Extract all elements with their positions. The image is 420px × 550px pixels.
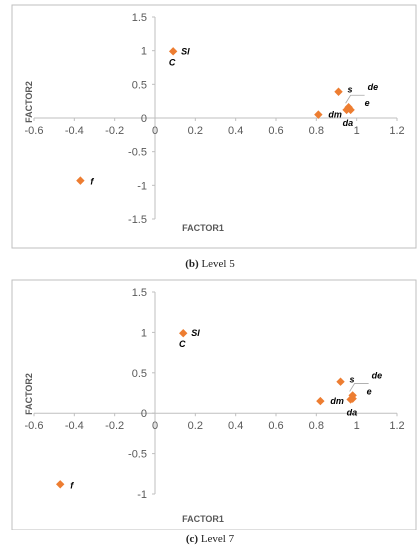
data-point-f bbox=[56, 480, 65, 489]
data-label-sl: Sl bbox=[191, 328, 200, 338]
data-label-de: de bbox=[368, 82, 379, 92]
x-tick-label: 0.2 bbox=[188, 420, 203, 432]
data-label-dm: dm bbox=[330, 396, 344, 406]
x-tick-label: -0.6 bbox=[25, 125, 44, 137]
y-tick-label: 1 bbox=[141, 327, 147, 339]
y-tick-label: -0.5 bbox=[128, 449, 147, 461]
x-tick-label: 1.2 bbox=[389, 125, 404, 137]
y-tick-label: -1 bbox=[137, 489, 147, 501]
x-tick-label: 0.4 bbox=[228, 125, 243, 137]
data-point-dm bbox=[314, 110, 323, 119]
y-tick-label: 0 bbox=[141, 113, 147, 125]
data-label-da: da bbox=[343, 118, 354, 128]
scatter-chart-level7: -0.6 -0.4 -0.2 0 0.2 0.4 0.6 0.8 1 1.2 1.5 1 0.5 0 -0.… bbox=[11, 279, 417, 530]
y-axis-title: FACTOR2 bbox=[24, 373, 34, 415]
data-label-de: de bbox=[372, 370, 383, 380]
data-label-e: e bbox=[365, 98, 370, 108]
data-point-sl bbox=[168, 47, 178, 56]
x-tick-label: 1.2 bbox=[389, 420, 404, 432]
y-tick-label: 1.5 bbox=[132, 12, 147, 24]
data-label-c: C bbox=[169, 57, 176, 67]
x-tick-label: 0.2 bbox=[188, 125, 203, 137]
chart-frame bbox=[11, 4, 417, 249]
data-label-f: f bbox=[70, 480, 74, 490]
data-point-s bbox=[334, 87, 343, 96]
data-label-dm: dm bbox=[328, 110, 342, 120]
y-tick-label: 1 bbox=[141, 46, 147, 58]
leader-line bbox=[345, 94, 365, 104]
figure-caption: (b) Level 5 bbox=[0, 258, 420, 270]
chart-panel-level7: -0.6 -0.4 -0.2 0 0.2 0.4 0.6 0.8 1 1.2 1.5 1 0.5 0 -0.… bbox=[0, 275, 420, 550]
data-label-s: s bbox=[348, 85, 353, 95]
y-tick-label: 0.5 bbox=[132, 368, 147, 380]
x-tick-label: 0.6 bbox=[268, 125, 283, 137]
x-tick-label: -0.4 bbox=[65, 125, 84, 137]
y-axis-title: FACTOR2 bbox=[24, 81, 34, 123]
x-tick-label: 1 bbox=[354, 125, 360, 137]
caption-text: Level 5 bbox=[201, 258, 235, 270]
leader-line bbox=[349, 383, 369, 392]
x-axis-title: FACTOR1 bbox=[182, 223, 224, 233]
chart-frame bbox=[11, 279, 417, 530]
data-label-c: C bbox=[179, 339, 186, 349]
data-point-da bbox=[342, 105, 351, 115]
x-tick-label: 0 bbox=[152, 420, 158, 432]
data-point-s bbox=[336, 377, 345, 386]
x-tick-label: 1 bbox=[354, 420, 360, 432]
data-label-e: e bbox=[367, 387, 372, 397]
figure-caption: (c) Level 7 bbox=[0, 533, 420, 545]
y-tick-label: -1.5 bbox=[128, 214, 147, 226]
y-tick-label: 1.5 bbox=[132, 287, 147, 299]
data-point-da bbox=[346, 395, 355, 404]
data-point-f bbox=[76, 176, 85, 185]
caption-label: (c) bbox=[185, 533, 199, 545]
x-tick-label: -0.4 bbox=[65, 420, 84, 432]
x-tick-label: 0.4 bbox=[228, 420, 243, 432]
y-tick-label: -0.5 bbox=[128, 147, 147, 159]
x-tick-label: -0.2 bbox=[105, 420, 124, 432]
x-tick-label: 0 bbox=[152, 125, 158, 137]
data-point-dm bbox=[316, 396, 325, 406]
y-tick-label: 0.5 bbox=[132, 79, 147, 91]
x-tick-label: 0.8 bbox=[309, 125, 324, 137]
x-tick-label: -0.2 bbox=[105, 125, 124, 137]
y-tick-label: 0 bbox=[141, 408, 147, 420]
x-tick-label: 0.8 bbox=[309, 420, 324, 432]
data-point-sl bbox=[179, 329, 188, 338]
x-axis-title: FACTOR1 bbox=[182, 514, 224, 524]
x-tick-label: -0.6 bbox=[25, 420, 44, 432]
x-tick-label: 0.6 bbox=[268, 420, 283, 432]
data-label-f: f bbox=[90, 177, 94, 187]
scatter-chart-level5: -0.6 -0.4 -0.2 0 0.2 0.4 0.6 0.8 1 1.2 1.5 1 0.5 0 -0.… bbox=[11, 4, 417, 249]
data-label-s: s bbox=[350, 375, 355, 385]
chart-panel-level5: -0.6 -0.4 -0.2 0 0.2 0.4 0.6 0.8 1 1.2 1.5 1 0.5 0 -0.… bbox=[0, 4, 420, 270]
caption-label: (b) bbox=[185, 258, 199, 270]
caption-text: Level 7 bbox=[200, 533, 235, 545]
data-label-sl: Sl bbox=[181, 46, 190, 56]
data-label-da: da bbox=[347, 407, 358, 417]
y-tick-label: -1 bbox=[137, 180, 147, 192]
